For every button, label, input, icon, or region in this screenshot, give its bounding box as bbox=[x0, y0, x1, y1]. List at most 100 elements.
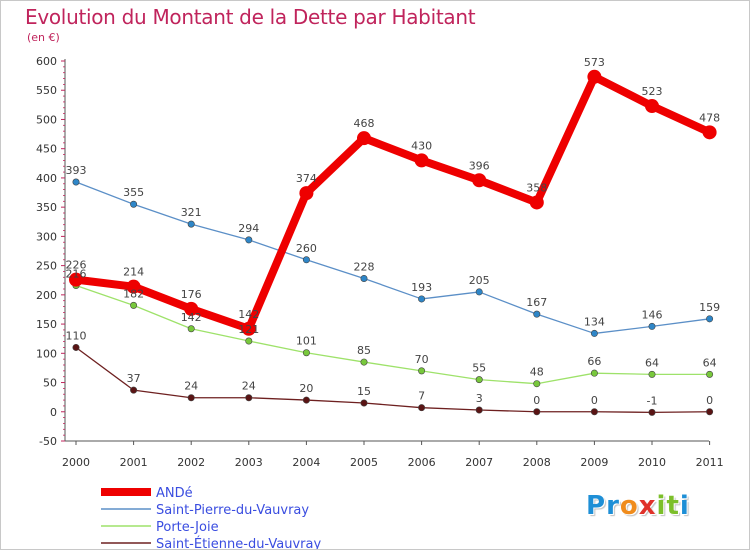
data-point bbox=[590, 369, 598, 377]
data-label: 176 bbox=[181, 288, 202, 301]
x-tick-label: 2009 bbox=[580, 456, 608, 469]
y-tick-label: 150 bbox=[36, 318, 57, 331]
data-point bbox=[472, 173, 487, 188]
chart-axes: -500501001502002503003504004505005506002… bbox=[36, 55, 724, 469]
legend: ANDé Saint-Pierre-du-Vauvray Porte-JoieSai… bbox=[101, 486, 321, 549]
data-point bbox=[706, 315, 714, 323]
data-label: 24 bbox=[242, 380, 256, 393]
data-label: 393 bbox=[66, 164, 87, 177]
x-tick-label: 2002 bbox=[177, 456, 205, 469]
data-point bbox=[702, 125, 717, 140]
y-tick-label: 350 bbox=[36, 201, 57, 214]
legend-label: Saint-Pierre-du-Vauvray bbox=[156, 503, 309, 518]
data-point bbox=[648, 408, 656, 416]
series-1 bbox=[72, 178, 714, 337]
series-line bbox=[75, 181, 711, 335]
data-label: 110 bbox=[66, 329, 87, 342]
data-label: 7 bbox=[418, 390, 425, 403]
y-tick-label: 300 bbox=[36, 230, 57, 243]
logo-letter: x bbox=[638, 491, 657, 521]
data-point bbox=[533, 310, 541, 318]
data-label: -1 bbox=[647, 394, 658, 407]
data-point bbox=[418, 367, 426, 375]
data-point bbox=[245, 236, 253, 244]
data-label: 214 bbox=[123, 266, 144, 279]
data-point bbox=[357, 131, 371, 146]
data-label: 321 bbox=[181, 206, 202, 219]
data-label: 0 bbox=[591, 394, 598, 407]
data-label: 134 bbox=[584, 315, 605, 328]
data-point bbox=[706, 370, 714, 378]
data-label: 121 bbox=[238, 323, 259, 336]
data-label: 430 bbox=[411, 139, 432, 152]
data-label: 101 bbox=[296, 335, 317, 348]
y-tick-label: 550 bbox=[36, 84, 57, 97]
data-label: 0 bbox=[706, 394, 713, 407]
logo-letter: t bbox=[666, 491, 680, 521]
y-tick-label: 400 bbox=[36, 172, 57, 185]
data-label: 226 bbox=[66, 259, 87, 272]
data-point bbox=[414, 153, 429, 168]
data-label: 374 bbox=[296, 172, 317, 185]
y-tick-label: 200 bbox=[36, 289, 57, 302]
y-tick-label: 600 bbox=[36, 55, 57, 68]
data-point bbox=[187, 220, 195, 228]
y-tick-label: 0 bbox=[50, 406, 57, 419]
series-2 bbox=[72, 281, 714, 388]
data-label: 468 bbox=[354, 117, 375, 130]
data-point bbox=[648, 370, 656, 378]
data-point bbox=[706, 408, 714, 416]
data-point bbox=[187, 394, 195, 402]
data-label: 260 bbox=[296, 242, 317, 255]
data-label: 216 bbox=[66, 267, 87, 280]
data-label: 523 bbox=[642, 85, 663, 98]
data-label: 48 bbox=[530, 366, 544, 379]
data-label: 182 bbox=[123, 287, 144, 300]
data-label: 142 bbox=[181, 311, 202, 324]
data-point bbox=[360, 399, 368, 407]
data-point bbox=[587, 69, 602, 84]
data-label: 146 bbox=[642, 308, 663, 321]
data-point bbox=[302, 256, 310, 264]
data-point bbox=[302, 349, 310, 357]
data-label: 294 bbox=[238, 222, 259, 235]
legend-label: ANDé bbox=[156, 486, 193, 501]
logo-letter: i bbox=[679, 491, 690, 521]
x-tick-label: 2003 bbox=[235, 456, 263, 469]
data-label: 85 bbox=[357, 344, 371, 357]
y-tick-label: 100 bbox=[36, 347, 57, 360]
legend-label: Saint-Étienne-du-Vauvray bbox=[156, 536, 321, 549]
data-point bbox=[475, 376, 483, 384]
logo-letter: o bbox=[619, 491, 639, 521]
data-label: 0 bbox=[533, 394, 540, 407]
data-label: 64 bbox=[645, 356, 659, 369]
legend-label: Porte-Joie bbox=[156, 520, 219, 535]
data-label: 142 bbox=[238, 308, 259, 321]
data-point bbox=[418, 295, 426, 303]
data-label: 205 bbox=[469, 274, 490, 287]
data-point bbox=[648, 322, 656, 330]
x-tick-label: 2005 bbox=[350, 456, 378, 469]
series-3 bbox=[72, 343, 714, 416]
x-tick-label: 2004 bbox=[292, 456, 320, 469]
data-point bbox=[184, 301, 199, 316]
data-labels-layer: 226 214 176 142 374 468 430 396 358 573 523 478 393 3… bbox=[66, 56, 721, 408]
x-tick-label: 2008 bbox=[523, 456, 551, 469]
data-label: 193 bbox=[411, 281, 432, 294]
data-point bbox=[130, 200, 138, 208]
data-point bbox=[69, 272, 83, 287]
proxiti-logo: Proxiti bbox=[586, 491, 690, 521]
x-tick-label: 2006 bbox=[408, 456, 436, 469]
data-point bbox=[360, 358, 368, 366]
data-label: 167 bbox=[526, 296, 547, 309]
data-label: 64 bbox=[703, 356, 717, 369]
data-point bbox=[360, 274, 368, 282]
series-line bbox=[75, 346, 711, 414]
x-tick-label: 2010 bbox=[638, 456, 666, 469]
data-label: 66 bbox=[587, 355, 601, 368]
data-point bbox=[72, 178, 80, 186]
data-label: 396 bbox=[469, 159, 490, 172]
data-label: 15 bbox=[357, 385, 371, 398]
data-label: 3 bbox=[476, 392, 483, 405]
